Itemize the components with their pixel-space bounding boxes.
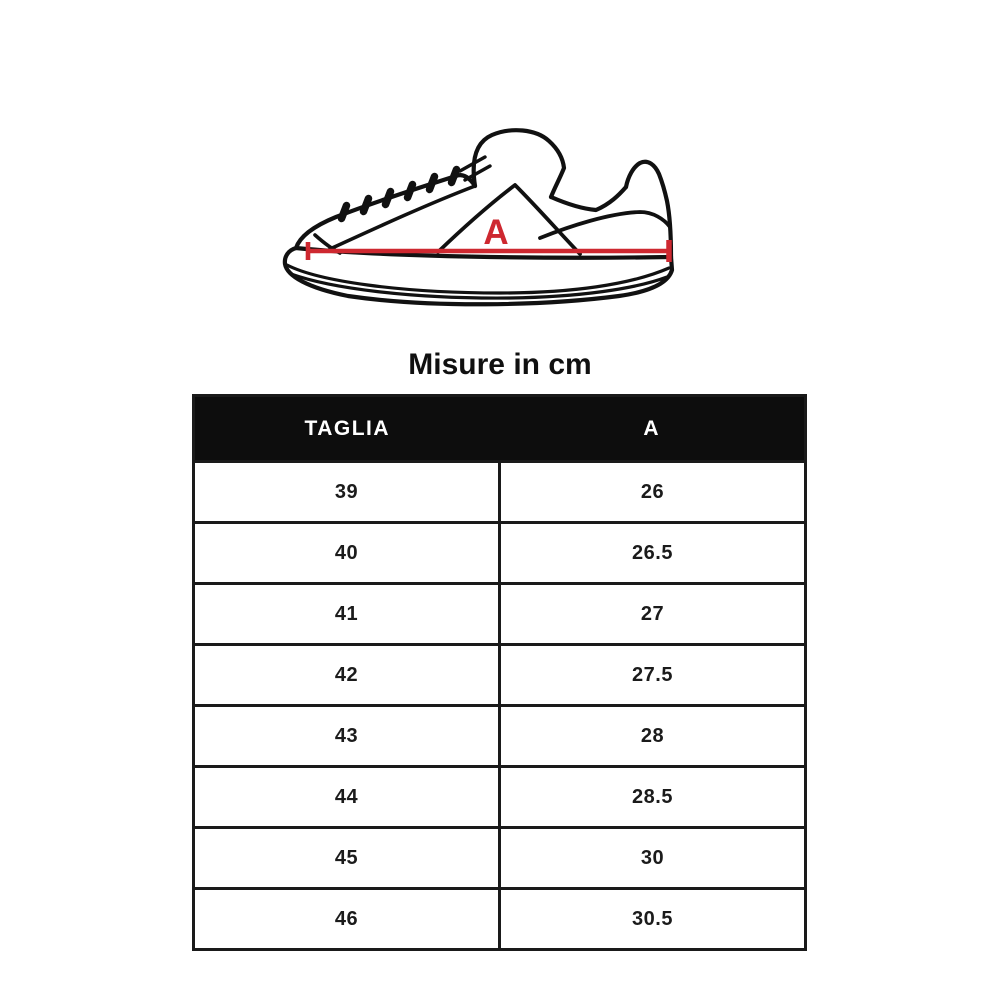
- laces: [337, 165, 461, 223]
- cell-a: 26: [498, 463, 804, 521]
- lace-stay-line: [328, 184, 477, 251]
- cell-taglia: 42: [334, 663, 359, 686]
- cell-taglia: 46: [334, 907, 359, 930]
- cell-a: 27: [498, 585, 804, 643]
- table-row: 40 26.5: [195, 521, 804, 582]
- table-row: 44 28.5: [195, 765, 804, 826]
- cell-taglia: 41: [334, 602, 359, 625]
- table-row: 45 30: [195, 826, 804, 887]
- tongue-outline: [471, 128, 567, 200]
- midsole-line-1: [285, 263, 671, 295]
- table-row: 46 30.5: [195, 887, 804, 948]
- cell-a: 27.5: [498, 646, 804, 704]
- col-header-a: A: [643, 416, 661, 440]
- cell-a: 28.5: [498, 768, 804, 826]
- size-table-header: TAGLIA A: [195, 397, 804, 460]
- page-title: Misure in cm: [408, 348, 592, 381]
- sole-outline: [282, 245, 675, 307]
- cell-a: 28: [498, 707, 804, 765]
- cell-taglia: 39: [334, 480, 359, 503]
- cell-taglia: 40: [334, 541, 359, 564]
- cell-a: 26.5: [498, 524, 804, 582]
- quarter-seam: [436, 183, 582, 256]
- measurement-label: A: [483, 213, 508, 252]
- sneaker-diagram: A: [282, 128, 675, 307]
- collar-line: [548, 184, 629, 213]
- heel-wave-seam: [538, 210, 672, 240]
- table-row: 43 28: [195, 704, 804, 765]
- col-header-taglia: TAGLIA: [304, 416, 391, 440]
- table-row: 42 27.5: [195, 643, 804, 704]
- size-table: TAGLIA A 39 26 40 26.5 41 27 42 27.5 43 28 44 28.5 4…: [192, 394, 807, 951]
- table-row: 41 27: [195, 582, 804, 643]
- cell-taglia: 43: [334, 724, 359, 747]
- lace-strands: [458, 155, 492, 182]
- size-table-body: 39 26 40 26.5 41 27 42 27.5 43 28 44 28.5 45 30 46 30.5: [195, 460, 804, 948]
- table-row: 39 26: [195, 460, 804, 521]
- midsole-line-2: [289, 272, 669, 300]
- cell-a: 30: [498, 829, 804, 887]
- cell-taglia: 44: [334, 785, 359, 808]
- measurement-line: [305, 240, 672, 262]
- cell-taglia: 45: [334, 846, 359, 869]
- cell-a: 30.5: [498, 890, 804, 948]
- heel-tab: [623, 159, 674, 260]
